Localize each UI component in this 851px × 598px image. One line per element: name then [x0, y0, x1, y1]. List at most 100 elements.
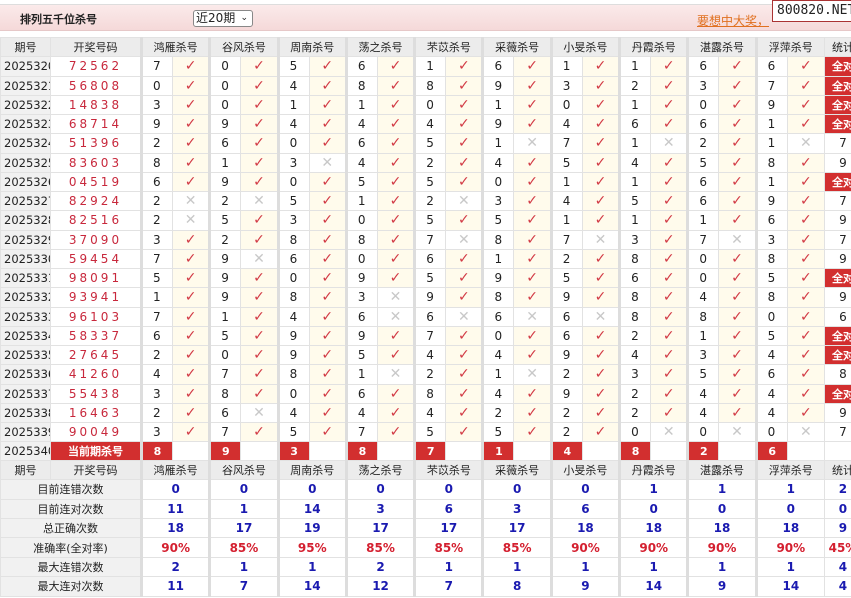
stat-cell: 全对: [823, 113, 851, 135]
kill-number: 7: [208, 421, 242, 443]
period-select-value: 近20期: [196, 11, 236, 25]
kill-number: 8: [276, 364, 310, 385]
check-icon: ✓: [376, 94, 416, 116]
check-icon: ✓: [240, 267, 279, 289]
table-row: 2025338 16463 2 ✓ 6 ✕ 4 ✓ 4 ✓ 4 ✓ 2 ✓ 2 ✓ 2 ✓ 4 ✓ 4 ✓ 9: [0, 402, 851, 424]
period-select[interactable]: 近20期 ⌄: [193, 10, 253, 27]
check-icon: ✓: [786, 344, 825, 366]
cross-icon: ✕: [650, 133, 689, 154]
check-icon: ✓: [445, 364, 484, 385]
check-icon: ✓: [240, 56, 279, 77]
table-row: 2025333 96103 7 ✓ 1 ✓ 4 ✓ 6 ✕ 6 ✕ 6 ✕ 6 ✕ 8 ✓ 8 ✓ 0 ✓ 6: [0, 306, 851, 327]
kill-number: 6: [413, 248, 447, 270]
stats-value: 90%: [754, 537, 825, 558]
kill-number: 1: [344, 364, 378, 385]
kill-number: 0: [686, 94, 720, 116]
kill-number: 5: [413, 171, 447, 193]
check-icon: ✓: [376, 113, 416, 135]
stats-value: 95%: [276, 537, 347, 558]
current-kill-number: 8: [618, 441, 652, 462]
kill-number-table: 期号 开奖号码 鸿雁杀号 谷风杀号 周南杀号 荡之杀号 芣苡杀号 采薇杀号 小旻杀号 丹霞杀号 湛露…: [0, 36, 851, 462]
kill-number: 0: [208, 344, 242, 366]
stats-value: 6: [549, 498, 621, 520]
draw-number: 14838: [50, 94, 142, 116]
kill-number: 9: [276, 344, 310, 366]
check-icon: ✓: [171, 113, 211, 135]
col-predictor: 浮萍杀号: [754, 36, 825, 58]
kill-number: 9: [481, 113, 515, 135]
check-icon: ✓: [581, 75, 621, 96]
check-icon: ✓: [445, 248, 484, 270]
kill-number: 9: [481, 75, 515, 96]
kill-number: 5: [140, 267, 173, 289]
col-predictor: 小旻杀号: [549, 36, 621, 58]
check-icon: ✓: [650, 344, 689, 366]
empty-cell: [718, 441, 757, 462]
issue-cell: 2025335: [0, 344, 51, 366]
check-icon: ✓: [240, 325, 279, 347]
check-icon: ✓: [308, 364, 347, 385]
kill-number: 5: [686, 152, 720, 173]
col-predictor: 谷风杀号: [208, 36, 279, 58]
check-icon: ✓: [513, 190, 552, 212]
kill-number: 8: [276, 287, 310, 308]
kill-number: 2: [549, 421, 583, 443]
kill-number: 6: [618, 113, 652, 135]
check-icon: ✓: [445, 402, 484, 424]
kill-number: 4: [618, 344, 652, 366]
check-icon: ✓: [171, 56, 211, 77]
check-icon: ✓: [308, 421, 347, 443]
check-icon: ✓: [513, 113, 552, 135]
table-row: 2025330 59454 7 ✓ 9 ✕ 6 ✓ 0 ✓ 6 ✓ 1 ✓ 2 ✓ 8 ✓ 0 ✓ 8 ✓ 9: [0, 248, 851, 270]
kill-number: 5: [276, 56, 310, 77]
stats-label: 最大连错次数: [0, 556, 142, 578]
kill-number: 2: [413, 190, 447, 212]
kill-number: 6: [686, 56, 720, 77]
kill-number: 7: [140, 306, 173, 327]
check-icon: ✓: [718, 75, 757, 96]
cross-icon: ✕: [376, 364, 416, 385]
stats-value: 12: [344, 576, 416, 597]
promo-link[interactable]: 要想中大奖，: [697, 14, 770, 28]
check-icon: ✓: [376, 56, 416, 77]
check-icon: ✓: [718, 113, 757, 135]
kill-number: 6: [481, 306, 515, 327]
stats-value: 14: [618, 576, 689, 597]
stats-value: 6: [413, 498, 484, 520]
kill-number: 1: [413, 56, 447, 77]
check-icon: ✓: [513, 171, 552, 193]
kill-number: 4: [413, 344, 447, 366]
check-icon: ✓: [376, 190, 416, 212]
kill-number: 0: [344, 210, 378, 231]
kill-number: 6: [413, 306, 447, 327]
check-icon: ✓: [513, 56, 552, 77]
check-icon: ✓: [718, 152, 757, 173]
col-stat: 统计: [823, 459, 851, 481]
kill-number: 1: [618, 56, 652, 77]
stat-cell: 6: [823, 306, 851, 327]
issue-cell: 2025339: [0, 421, 51, 443]
issue-cell: 2025330: [0, 248, 51, 270]
stats-value: 7: [208, 576, 279, 597]
check-icon: ✓: [308, 383, 347, 404]
stats-value: 9: [823, 518, 851, 539]
stats-value: 17: [208, 518, 279, 539]
kill-number: 1: [276, 94, 310, 116]
stats-value: 7: [413, 576, 484, 597]
stat-cell: 7: [823, 190, 851, 212]
check-icon: ✓: [308, 287, 347, 308]
col-predictor: 周南杀号: [276, 459, 347, 481]
kill-number: 3: [276, 152, 310, 173]
kill-number: 5: [413, 133, 447, 154]
draw-number: 82516: [50, 210, 142, 231]
draw-number: 04519: [50, 171, 142, 193]
check-icon: ✓: [445, 94, 484, 116]
stats-value: 85%: [208, 537, 279, 558]
kill-number: 1: [549, 171, 583, 193]
kill-number: 4: [481, 344, 515, 366]
stat-cell: 全对: [823, 75, 851, 96]
kill-number: 5: [549, 267, 583, 289]
stats-value: 0: [208, 479, 279, 500]
kill-number: 0: [754, 306, 788, 327]
check-icon: ✓: [240, 287, 279, 308]
